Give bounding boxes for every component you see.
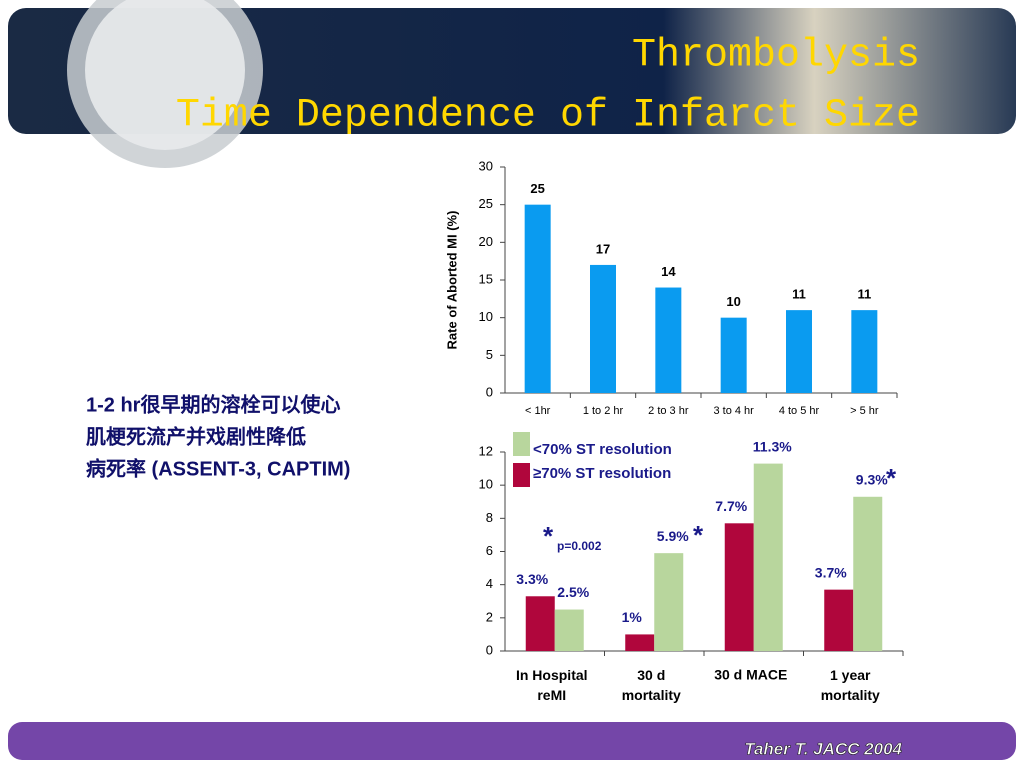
annotation: * bbox=[886, 463, 897, 493]
bar bbox=[590, 264, 616, 393]
side-text: 病死率 (ASSENT-3, CAPTIM) bbox=[86, 456, 350, 480]
bar bbox=[625, 634, 655, 651]
y-axis-label: Rate of Aborted MI (%) bbox=[444, 211, 459, 350]
bar bbox=[851, 310, 878, 393]
data-label: 11.3% bbox=[753, 438, 792, 454]
x-tick-label: 2 to 3 hr bbox=[648, 405, 689, 417]
y-tick-label: 15 bbox=[479, 271, 493, 286]
header-band bbox=[8, 8, 1016, 134]
y-tick-label: 6 bbox=[486, 543, 493, 558]
data-label: 14 bbox=[661, 264, 676, 279]
y-tick-label: 10 bbox=[479, 309, 493, 324]
x-tick-label: 4 to 5 hr bbox=[779, 405, 820, 417]
side-text: 肌梗死流产并戏剧性降低 bbox=[86, 424, 306, 448]
data-label: 1% bbox=[622, 609, 643, 625]
annotation: * bbox=[693, 520, 704, 550]
x-tick-label: 1 year mortality bbox=[821, 667, 880, 703]
citation: Taher T. JACC 2004 bbox=[744, 739, 902, 758]
legend-swatch bbox=[513, 432, 530, 456]
data-label: 3.7% bbox=[815, 564, 847, 580]
bar bbox=[554, 609, 584, 651]
bar bbox=[824, 589, 854, 651]
x-tick-label: 30 d MACE bbox=[714, 667, 787, 683]
x-tick-label: 30 d mortality bbox=[622, 667, 681, 703]
annotation: p=0.002 bbox=[557, 539, 602, 553]
footer-band bbox=[8, 722, 1016, 760]
x-tick-label: 3 to 4 hr bbox=[713, 405, 754, 417]
data-label: 25 bbox=[530, 181, 544, 196]
data-label: 5.9% bbox=[657, 528, 689, 544]
title-line: Thrombolysis bbox=[632, 34, 920, 79]
bar bbox=[525, 596, 555, 651]
bar bbox=[853, 496, 883, 651]
x-tick-label: In Hospital reMI bbox=[516, 667, 588, 703]
bar bbox=[655, 287, 682, 393]
y-tick-label: 0 bbox=[486, 384, 493, 399]
y-tick-label: 10 bbox=[479, 477, 493, 492]
data-label: 11 bbox=[857, 287, 871, 302]
y-tick-label: 8 bbox=[486, 510, 493, 525]
legend-label: <70% ST resolution bbox=[533, 441, 672, 458]
data-label: 11 bbox=[792, 287, 806, 302]
bar bbox=[786, 310, 812, 393]
bar bbox=[724, 523, 754, 651]
bar bbox=[524, 204, 551, 393]
data-label: 9.3% bbox=[856, 471, 888, 487]
title-line: Time Dependence of Infarct Size bbox=[176, 94, 920, 139]
y-tick-label: 2 bbox=[486, 609, 493, 624]
y-tick-label: 12 bbox=[479, 443, 493, 458]
bar bbox=[654, 553, 684, 651]
y-tick-label: 30 bbox=[479, 158, 493, 173]
y-tick-label: 20 bbox=[479, 234, 493, 249]
data-label: 17 bbox=[596, 241, 610, 256]
bar bbox=[753, 463, 783, 651]
x-tick-label: < 1hr bbox=[525, 405, 551, 417]
data-label: 10 bbox=[726, 294, 740, 309]
data-label: 3.3% bbox=[516, 571, 548, 587]
y-tick-label: 4 bbox=[486, 576, 493, 591]
y-tick-label: 25 bbox=[479, 196, 493, 211]
annotation: * bbox=[543, 521, 554, 551]
x-tick-label: > 5 hr bbox=[850, 405, 879, 417]
bar bbox=[720, 317, 747, 393]
side-text: 1-2 hr很早期的溶栓可以使心 bbox=[86, 392, 340, 416]
y-tick-label: 0 bbox=[486, 642, 493, 657]
x-tick-label: 1 to 2 hr bbox=[583, 405, 624, 417]
y-tick-label: 5 bbox=[486, 347, 493, 362]
data-label: 7.7% bbox=[715, 498, 747, 514]
data-label: 2.5% bbox=[557, 584, 589, 600]
gauge-face bbox=[85, 0, 245, 150]
legend-label: ≥70% ST resolution bbox=[533, 465, 671, 482]
legend-swatch bbox=[513, 463, 530, 487]
